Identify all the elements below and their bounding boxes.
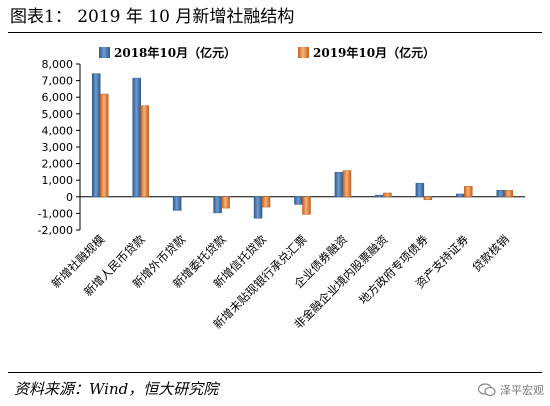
- category-label: 贷款核销: [469, 232, 511, 274]
- bar-2019: [261, 196, 271, 208]
- bar-2019: [383, 192, 392, 198]
- bar-2019: [140, 105, 149, 198]
- watermark-text: 泽平宏观: [500, 384, 544, 397]
- bar-2018: [172, 196, 182, 211]
- bar-2019: [302, 196, 311, 215]
- page-title: 图表1： 2019 年 10 月新增社融结构: [10, 7, 295, 27]
- bar-2018: [91, 73, 101, 198]
- legend-swatch-2019: [298, 47, 309, 58]
- y-tick-label: -2,000: [38, 224, 73, 237]
- bar-2019: [221, 196, 230, 209]
- bar-2018: [334, 171, 344, 198]
- y-tick-label: 4,000: [42, 124, 74, 137]
- source-note: 资料来源：Wind，恒大研究院: [14, 380, 219, 398]
- watermark: 泽平宏观: [478, 380, 544, 400]
- bar-2018: [496, 190, 506, 198]
- y-tick-label: -1,000: [38, 207, 73, 220]
- chart-axes: -2,000 -1,000 0 1,000 2,000 3,000 4,000 5,000 6,…: [38, 58, 525, 237]
- bar-2018: [253, 196, 263, 219]
- source-divider: [8, 372, 542, 373]
- chart-legend: 2018年10月（亿元） 2019年10月（亿元）: [99, 45, 435, 60]
- category-label: 地方政府专项债券: [356, 232, 431, 307]
- category-labels: 新增社融规模新增人民币贷款新增外币贷款新增委托贷款新增信托贷款新增未贴现银行承兑…: [49, 232, 512, 332]
- y-tick-label: 8,000: [42, 58, 74, 71]
- y-tick-label: 7,000: [42, 75, 74, 88]
- y-tick-label: 5,000: [42, 108, 74, 121]
- bar-2019: [99, 93, 109, 198]
- title-divider: [8, 32, 542, 33]
- bar-2018: [456, 193, 465, 198]
- chart-bars: [91, 73, 514, 219]
- bar-chart: 2018年10月（亿元） 2019年10月（亿元） -2,000 -1,000 0 1…: [38, 45, 525, 332]
- legend-swatch-2018: [99, 47, 110, 58]
- y-tick-label: 3,000: [42, 141, 74, 154]
- bar-2019: [464, 186, 473, 198]
- bar-2018: [132, 77, 141, 198]
- y-tick-label: 1,000: [42, 174, 74, 187]
- bar-2018: [213, 196, 222, 214]
- wechat-icon: [478, 383, 496, 397]
- bar-2019: [423, 196, 433, 201]
- bar-2019: [504, 190, 514, 198]
- y-tick-label: 2,000: [42, 158, 74, 171]
- bar-2018: [375, 194, 384, 198]
- legend-label-2019: 2019年10月（亿元）: [313, 45, 435, 60]
- bar-2019: [342, 170, 352, 198]
- y-tick-label: 6,000: [42, 91, 74, 104]
- bar-2018: [294, 196, 303, 205]
- y-tick-label: 0: [66, 191, 73, 204]
- legend-label-2018: 2018年10月（亿元）: [114, 45, 236, 60]
- bar-2018: [415, 182, 425, 198]
